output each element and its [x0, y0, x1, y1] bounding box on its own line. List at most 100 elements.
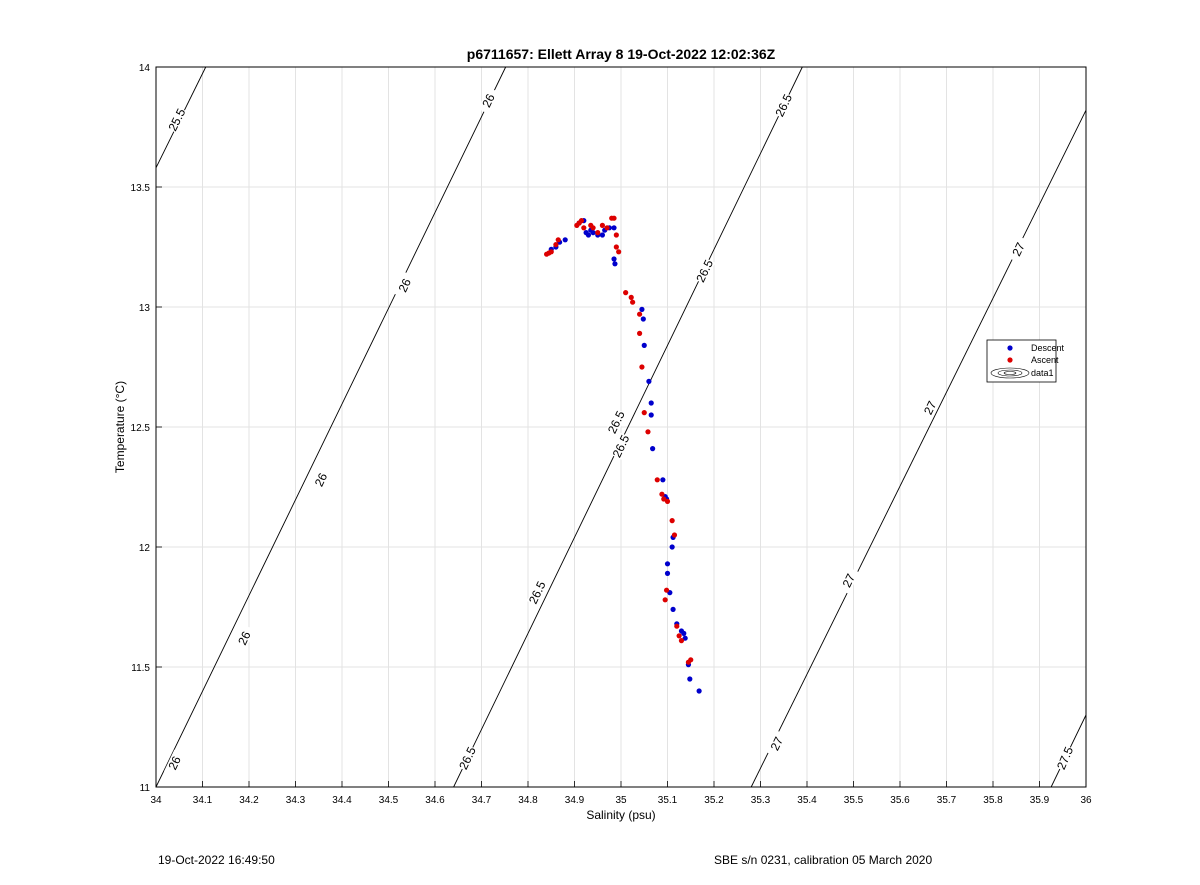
- descent-point: [696, 688, 702, 694]
- x-tick-label: 35.3: [751, 795, 771, 806]
- contour-label-background: [766, 730, 788, 758]
- contour-label-background: [310, 466, 332, 494]
- descent-point: [681, 630, 687, 637]
- y-tick-label: 13.5: [131, 183, 151, 194]
- calibration-footer: SBE s/n 0231, calibration 05 March 2020: [714, 853, 933, 867]
- ascent-point: [664, 498, 671, 504]
- x-tick-label: 35.6: [890, 795, 910, 806]
- ascent-point: [616, 249, 622, 255]
- y-tick-label: 11: [140, 783, 151, 794]
- contour-label-background: [394, 271, 416, 299]
- contour-label: 27: [921, 398, 940, 416]
- descent-point: [682, 635, 688, 641]
- x-tick-label: 35.1: [658, 795, 678, 806]
- legend-descent-marker: [1007, 345, 1013, 351]
- ascent-point: [628, 294, 634, 300]
- x-tick-label: 36: [1080, 795, 1092, 806]
- contour-label: 27: [768, 734, 787, 752]
- ascent-point: [671, 532, 678, 538]
- x-tick-label: 34.3: [286, 795, 306, 806]
- descent-point: [590, 230, 596, 236]
- ascent-point: [613, 232, 619, 238]
- y-tick-label: 11.5: [131, 663, 150, 674]
- y-axis-label: Temperature (°C): [113, 381, 127, 473]
- ascent-point: [578, 218, 585, 224]
- contour-label: 27: [1009, 240, 1028, 258]
- x-tick-label: 34.7: [472, 795, 492, 806]
- descent-point: [664, 570, 671, 577]
- x-tick-label: 35.8: [983, 795, 1003, 806]
- ascent-point: [663, 587, 670, 593]
- x-tick-label: 34.4: [332, 795, 352, 806]
- grid: [156, 67, 1086, 787]
- axis-ticks: 34 34.1 34.2 34.3 34.4 34.5 34.6 34.7 34.8 34.9 35…: [131, 63, 1092, 806]
- x-tick-label: 35.9: [1030, 795, 1050, 806]
- ascent-point: [639, 364, 645, 370]
- chart-title: p6711657: Ellett Array 8 19-Oct-2022 12:…: [467, 46, 776, 62]
- ascent-point: [669, 518, 675, 524]
- contour-label-background: [166, 106, 188, 134]
- ascent-point: [659, 491, 665, 497]
- y-tick-label: 12: [139, 543, 151, 554]
- descent-point: [640, 316, 646, 322]
- legend-ascent-marker: [1007, 357, 1013, 363]
- x-tick-label: 34.8: [518, 795, 538, 806]
- contour-label-background: [694, 257, 716, 285]
- descent-point: [646, 378, 652, 384]
- x-tick-label: 34.6: [425, 795, 445, 806]
- ascent-point: [599, 222, 606, 228]
- contour-label-background: [1007, 235, 1030, 263]
- ascent-point: [661, 496, 667, 502]
- ascent-point: [611, 215, 617, 221]
- contour-label-background: [605, 408, 627, 436]
- isopycnal-line: [453, 66, 803, 788]
- legend-contour-icon: [990, 367, 1030, 379]
- legend: Descent Ascent data1: [986, 339, 1065, 383]
- contour-label: 26: [479, 91, 498, 109]
- x-tick-label: 35.2: [704, 795, 724, 806]
- isopycnal-line: [750, 110, 1087, 788]
- ascent-point: [548, 249, 554, 255]
- x-tick-label: 34.1: [193, 795, 213, 806]
- ascent-point: [590, 225, 596, 231]
- contour-label-background: [233, 624, 255, 652]
- descent-point: [660, 477, 666, 483]
- ascent-point: [637, 311, 643, 317]
- ascent-point: [637, 330, 643, 336]
- timestamp-footer: 19-Oct-2022 16:49:50: [158, 853, 275, 867]
- y-tick-label: 12.5: [131, 423, 151, 434]
- contour-label-background: [610, 432, 632, 460]
- x-axis-label: Salinity (psu): [586, 808, 655, 822]
- ascent-point: [678, 638, 685, 644]
- legend-box: [986, 339, 1057, 383]
- legend-data1-label: data1: [1031, 368, 1054, 378]
- descent-point: [611, 256, 617, 262]
- descent-point: [648, 412, 654, 418]
- contour-label: 26: [312, 470, 331, 488]
- contour-label-background: [1054, 744, 1076, 772]
- descent-point: [639, 306, 645, 312]
- x-tick-label: 34.9: [565, 795, 585, 806]
- descent-point: [562, 237, 568, 243]
- contour-label-background: [477, 87, 500, 115]
- x-tick-label: 35.5: [844, 795, 864, 806]
- x-tick-label: 35: [615, 795, 627, 806]
- descent-point: [670, 606, 676, 613]
- contour-label-background: [456, 744, 479, 772]
- density-contours: 25.5262626262626.526.526.526.526.526.527…: [155, 66, 1087, 788]
- ascent-point: [645, 429, 651, 435]
- ascent-point: [630, 299, 636, 305]
- contour-label: 26: [235, 629, 254, 647]
- isopycnal-line: [155, 66, 507, 788]
- data-points: [544, 215, 702, 694]
- ascent-point: [662, 597, 668, 603]
- descent-point: [669, 544, 675, 550]
- legend-ascent-label: Ascent: [1031, 355, 1059, 365]
- ascent-point: [641, 410, 647, 416]
- x-tick-label: 34: [150, 795, 162, 806]
- ascent-point: [595, 230, 601, 236]
- ascent-point: [581, 225, 587, 231]
- descent-point: [599, 232, 606, 238]
